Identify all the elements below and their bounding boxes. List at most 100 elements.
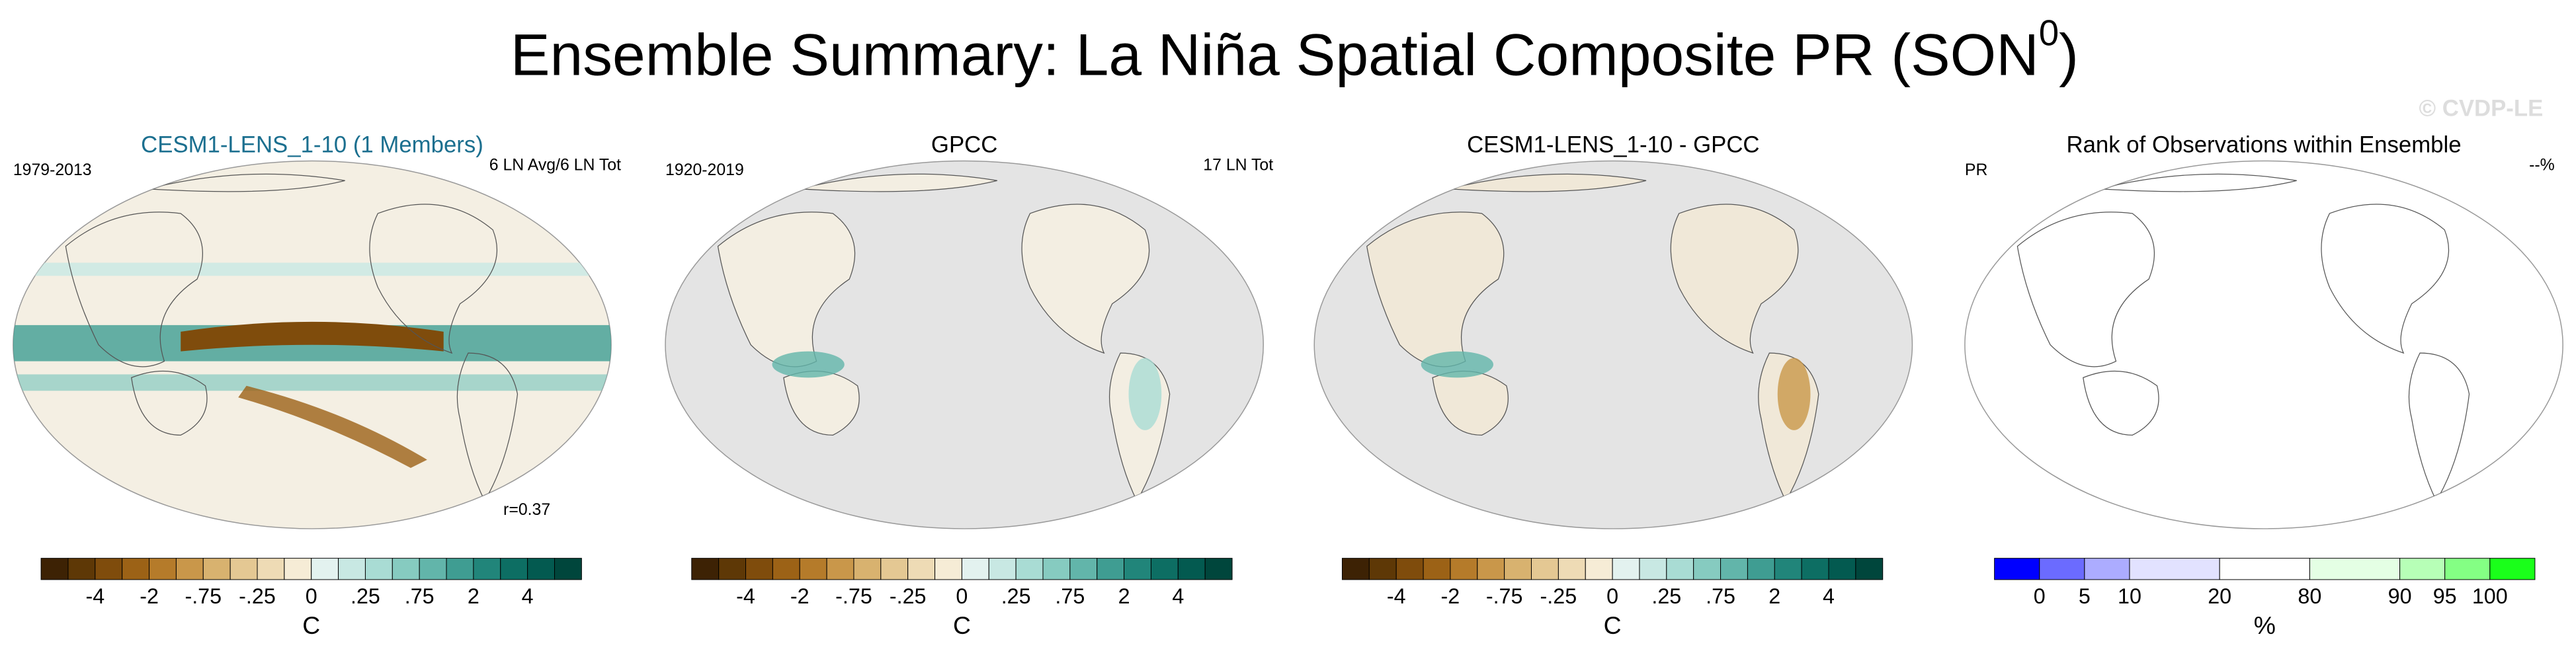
colorbar-swatch [40,558,69,580]
colorbar-swatch [1204,558,1233,580]
colorbar-label: .25 [1001,584,1031,608]
colorbar-swatch [419,558,447,580]
colorbar-label: -2 [1441,584,1460,608]
colorbar-label: 4 [1172,584,1184,608]
coastline [1448,173,1647,192]
coastline [1366,211,1505,367]
map-panel [1313,160,1913,529]
colorbar-swatch [1177,558,1206,580]
colorbar-swatch [772,558,800,580]
colorbar-swatch [284,558,312,580]
colorbar-swatch [1720,558,1748,580]
colorbar-label: 95 [2433,584,2457,608]
title-superscript: 0 [2039,13,2059,54]
watermark: © CVDP-LE [2419,96,2543,122]
figure-title: Ensemble Summary: La Niña Spatial Compos… [511,13,2079,87]
panel-right-label: 17 LN Tot [1203,156,1273,174]
colorbar-swatch [988,558,1017,580]
colorbar-swatch [826,558,854,580]
colorbar-swatch [2399,558,2446,580]
colorbar-swatch [935,558,962,580]
colorbar-swatch [2489,558,2536,580]
title-text: Ensemble Summary: La Niña Spatial Compos… [511,21,2039,87]
colorbar-swatch [1477,558,1505,580]
colorbar-swatch [907,558,936,580]
colorbar-label: 4 [1823,584,1835,608]
colorbar-swatch [961,558,989,580]
colorbar-swatch [554,558,582,580]
map-panel [1964,160,2563,529]
colorbar-label: .25 [1651,584,1681,608]
colorbar-label: .25 [351,584,380,608]
map-field [2016,173,2470,502]
colorbar-unit: C [302,611,320,639]
colorbar-swatch [338,558,366,580]
colorbar-swatch [149,558,177,580]
colorbar-swatch [1612,558,1640,580]
colorbar-swatch [1150,558,1179,580]
field-patch [1128,358,1162,430]
field-band [13,374,612,391]
map-field [1366,173,1819,502]
colorbar-swatch [853,558,882,580]
colorbar-swatch [527,558,555,580]
colorbar-swatch [446,558,474,580]
colorbar-label: -.25 [239,584,276,608]
map-field [13,173,612,502]
colorbar-swatch [1801,558,1829,580]
colorbar-label: 20 [2208,584,2231,608]
colorbar-label: 0 [2034,584,2046,608]
colorbar-label: 2 [1118,584,1130,608]
colorbar-label: 2 [468,584,479,608]
field-band [13,262,612,276]
colorbar-label: 2 [1768,584,1780,608]
colorbar-swatch [1994,558,2040,580]
colorbar-label: -.75 [1486,584,1523,608]
panel-title: Rank of Observations within Ensemble [2066,132,2461,157]
colorbar-swatch [1069,558,1098,580]
colorbar-swatch [229,558,258,580]
colorbar-unit: C [1604,611,1622,639]
colorbar-swatch [1450,558,1478,580]
colorbar-swatch [1042,558,1071,580]
coastline [2016,211,2155,367]
colorbar-label: .75 [1706,584,1735,608]
colorbar-swatch [1747,558,1775,580]
colorbar-label: 0 [956,584,968,608]
colorbar-label: -2 [140,584,159,608]
colorbar-swatch [799,558,827,580]
colorbar-swatch [1097,558,1125,580]
colorbar-swatch [2309,558,2401,580]
map-field [717,173,1171,502]
colorbar-swatch [1774,558,1802,580]
colorbar-swatch [122,558,150,580]
colorbar-swatch [2129,558,2220,580]
panel-right-label: --% [2529,156,2555,174]
colorbar-swatch [1585,558,1613,580]
panel-title: GPCC [931,132,997,157]
colorbar-swatch [311,558,339,580]
colorbar-swatch [392,558,420,580]
colorbar-swatch [691,558,720,580]
field-patch [1777,358,1811,430]
colorbar-swatch [257,558,285,580]
colorbar-swatch [1341,558,1370,580]
coastline [147,173,345,192]
colorbar-label: -4 [736,584,755,608]
colorbar-label: -.75 [185,584,222,608]
panel-left-label: 1979-2013 [13,161,92,179]
panel-title: CESM1-LENS_1-10 (1 Members) [141,132,483,157]
colorbar-swatch [2444,558,2491,580]
colorbar-swatch [1395,558,1424,580]
colorbar-swatch [880,558,909,580]
colorbar-swatch [95,558,123,580]
colorbar-label: 100 [2472,584,2508,608]
coastline [1670,204,1799,354]
colorbar-swatch [2219,558,2310,580]
colorbar-label: 4 [522,584,534,608]
map-panel [665,160,1264,529]
colorbar-swatch [473,558,501,580]
coastline [717,211,856,367]
